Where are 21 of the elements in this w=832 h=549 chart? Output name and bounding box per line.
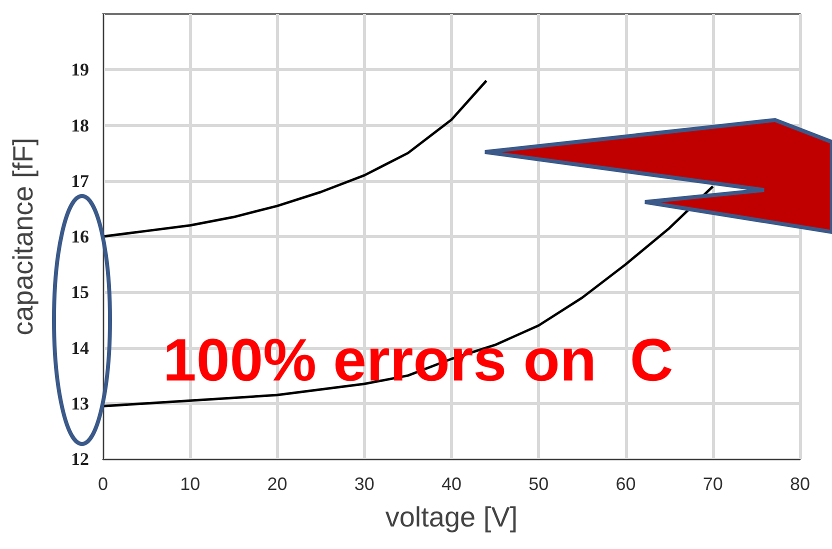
y-tick-label: 16 [71, 226, 89, 246]
x-tick-label: 30 [354, 474, 374, 494]
y-tick-label: 12 [71, 449, 89, 469]
y-tick-label: 13 [71, 393, 89, 414]
x-tick-label: 60 [616, 474, 636, 494]
y-tick-label: 19 [71, 60, 89, 80]
x-tick-label: 0 [98, 474, 108, 494]
x-tick-label: 50 [528, 474, 549, 494]
x-tick-label: 10 [180, 474, 200, 494]
x-tick-label: 20 [267, 474, 288, 494]
x-tick-label: 80 [790, 474, 810, 494]
x-tick-label: 40 [441, 474, 462, 494]
x-tick-label: 70 [702, 474, 723, 494]
line-series [102, 185, 714, 408]
line-series [102, 80, 488, 238]
y-tick-label: 14 [71, 338, 89, 358]
y-tick-label: 17 [71, 170, 89, 191]
y-axis-title: capacitance [fF] [8, 138, 38, 336]
x-axis-title: voltage [V] [385, 502, 518, 532]
y-tick-label: 18 [71, 115, 89, 136]
y-tick-label: 15 [71, 282, 89, 302]
